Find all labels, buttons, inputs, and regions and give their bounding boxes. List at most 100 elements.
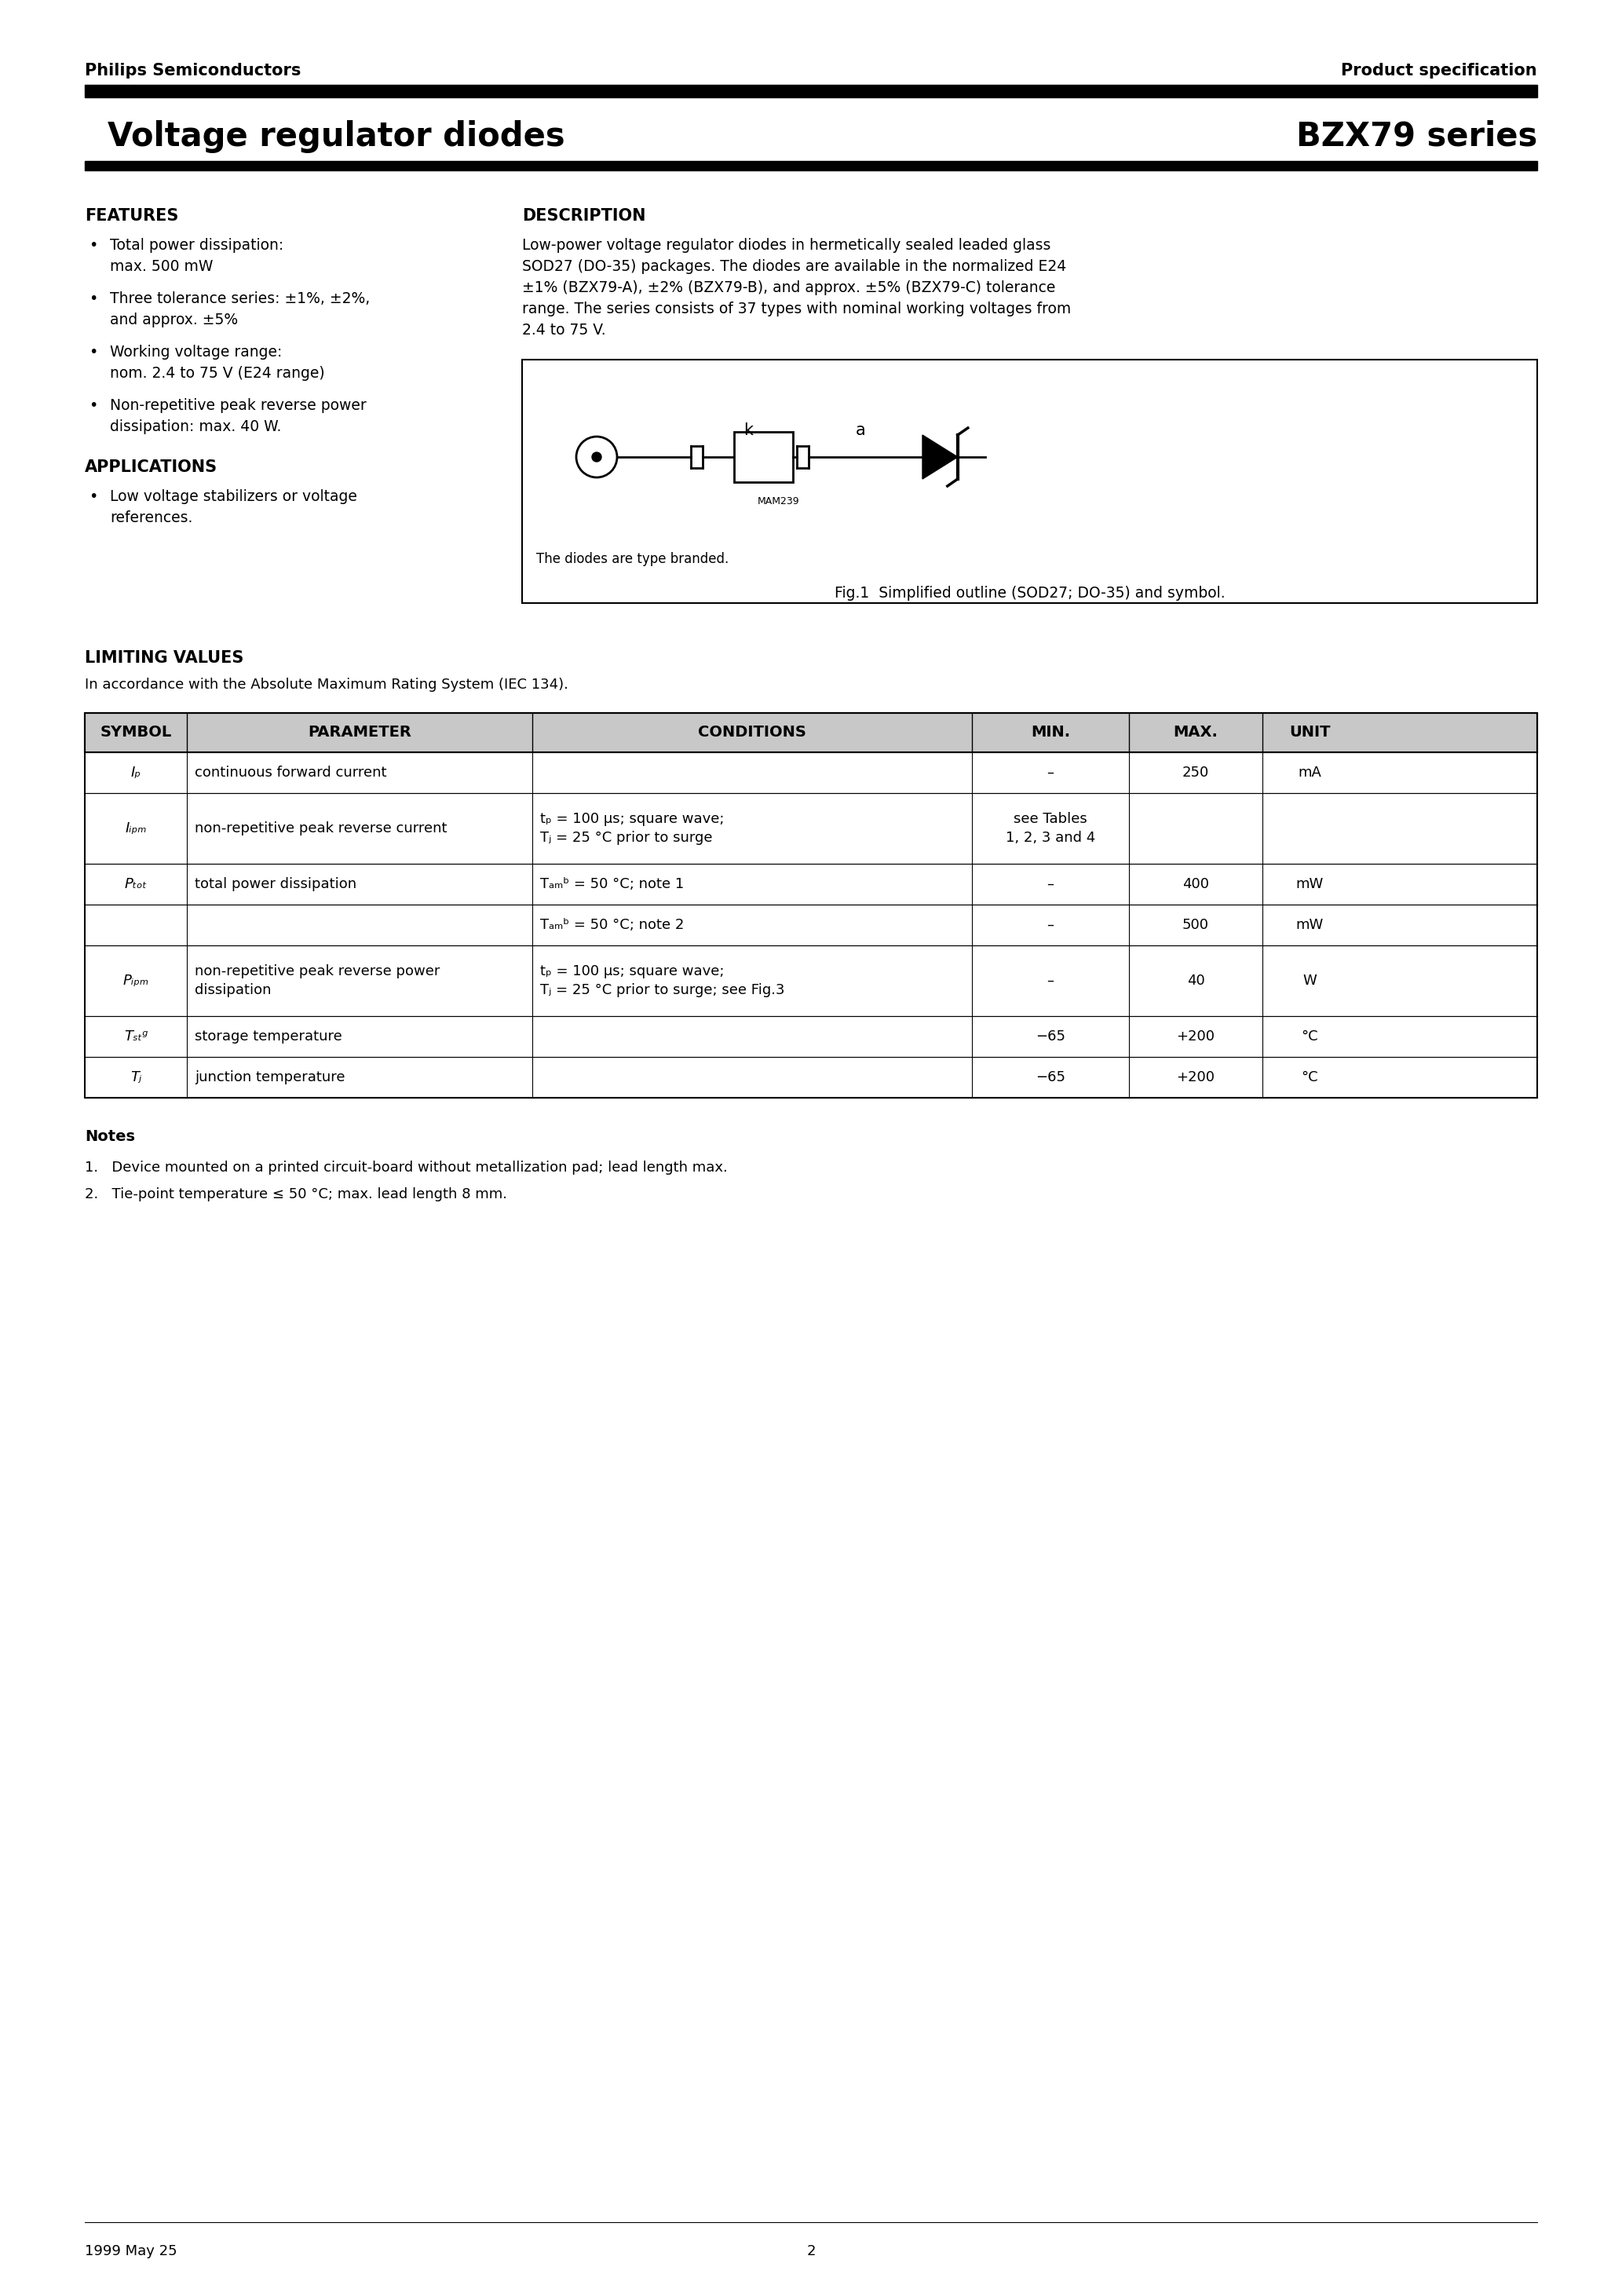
Text: Fig.1  Simplified outline (SOD27; DO-35) and symbol.: Fig.1 Simplified outline (SOD27; DO-35) …: [834, 585, 1225, 602]
Text: Low-power voltage regulator diodes in hermetically sealed leaded glass: Low-power voltage regulator diodes in he…: [522, 239, 1051, 253]
Text: mA: mA: [1298, 765, 1322, 781]
Text: •: •: [89, 344, 97, 360]
Text: Iᵢₚₘ: Iᵢₚₘ: [125, 822, 146, 836]
Bar: [84, 946, 1538, 1017]
Text: Three tolerance series: ±1%, ±2%,: Three tolerance series: ±1%, ±2%,: [110, 292, 370, 305]
Text: dissipation: max. 40 W.: dissipation: max. 40 W.: [110, 420, 281, 434]
Text: 2.   Tie-point temperature ≤ 50 °C; max. lead length 8 mm.: 2. Tie-point temperature ≤ 50 °C; max. l…: [84, 1187, 508, 1201]
Text: 1, 2, 3 and 4: 1, 2, 3 and 4: [1006, 831, 1095, 845]
Text: Tₐₘᵇ = 50 °C; note 2: Tₐₘᵇ = 50 °C; note 2: [540, 918, 684, 932]
Text: DESCRIPTION: DESCRIPTION: [522, 209, 646, 223]
Text: W: W: [1302, 974, 1317, 987]
Text: PARAMETER: PARAMETER: [308, 726, 412, 739]
Text: nom. 2.4 to 75 V (E24 range): nom. 2.4 to 75 V (E24 range): [110, 365, 324, 381]
Text: continuous forward current: continuous forward current: [195, 765, 386, 781]
Text: mW: mW: [1296, 877, 1324, 891]
Text: mW: mW: [1296, 918, 1324, 932]
Text: –: –: [1046, 765, 1054, 781]
Text: −65: −65: [1035, 1070, 1066, 1084]
Text: •: •: [89, 292, 97, 305]
Text: MIN.: MIN.: [1030, 726, 1071, 739]
Bar: [84, 753, 1538, 792]
Text: LIMITING VALUES: LIMITING VALUES: [84, 650, 243, 666]
Bar: [84, 85, 1538, 96]
Text: Voltage regulator diodes: Voltage regulator diodes: [84, 119, 564, 154]
Text: 1.   Device mounted on a printed circuit-board without metallization pad; lead l: 1. Device mounted on a printed circuit-b…: [84, 1159, 728, 1176]
Text: Iₚ: Iₚ: [131, 765, 141, 781]
Text: max. 500 mW: max. 500 mW: [110, 259, 212, 273]
Text: k: k: [743, 422, 753, 439]
Text: MAM239: MAM239: [757, 496, 800, 507]
Text: SYMBOL: SYMBOL: [101, 726, 172, 739]
Bar: [84, 714, 1538, 1097]
Text: Product specification: Product specification: [1341, 62, 1538, 78]
Text: 2.4 to 75 V.: 2.4 to 75 V.: [522, 324, 605, 338]
Text: dissipation: dissipation: [195, 983, 271, 996]
Text: references.: references.: [110, 510, 193, 526]
Bar: [84, 792, 1538, 863]
Bar: [84, 714, 1538, 753]
Text: °C: °C: [1301, 1070, 1319, 1084]
Text: Notes: Notes: [84, 1130, 135, 1143]
Text: storage temperature: storage temperature: [195, 1029, 342, 1045]
Text: 500: 500: [1182, 918, 1208, 932]
Bar: [735, 432, 793, 482]
Text: 250: 250: [1182, 765, 1208, 781]
Text: 40: 40: [1187, 974, 1205, 987]
Polygon shape: [923, 434, 957, 480]
Text: Tⱼ = 25 °C prior to surge: Tⱼ = 25 °C prior to surge: [540, 831, 712, 845]
Text: Tⱼ: Tⱼ: [130, 1070, 141, 1084]
Text: Tₐₘᵇ = 50 °C; note 1: Tₐₘᵇ = 50 °C; note 1: [540, 877, 684, 891]
Text: Total power dissipation:: Total power dissipation:: [110, 239, 284, 253]
Text: In accordance with the Absolute Maximum Rating System (IEC 134).: In accordance with the Absolute Maximum …: [84, 677, 568, 691]
Text: tₚ = 100 μs; square wave;: tₚ = 100 μs; square wave;: [540, 813, 725, 827]
Circle shape: [592, 452, 602, 461]
Text: tₚ = 100 μs; square wave;: tₚ = 100 μs; square wave;: [540, 964, 725, 978]
Bar: [84, 1017, 1538, 1056]
Text: +200: +200: [1176, 1029, 1215, 1045]
Text: APPLICATIONS: APPLICATIONS: [84, 459, 217, 475]
Text: see Tables: see Tables: [1014, 813, 1087, 827]
Text: •: •: [89, 397, 97, 413]
Text: °C: °C: [1301, 1029, 1319, 1045]
Text: CONDITIONS: CONDITIONS: [697, 726, 806, 739]
Bar: [522, 360, 1538, 604]
Text: junction temperature: junction temperature: [195, 1070, 345, 1084]
Text: and approx. ±5%: and approx. ±5%: [110, 312, 238, 328]
Text: –: –: [1046, 974, 1054, 987]
Text: Philips Semiconductors: Philips Semiconductors: [84, 62, 302, 78]
Text: •: •: [89, 239, 97, 253]
Text: Low voltage stabilizers or voltage: Low voltage stabilizers or voltage: [110, 489, 357, 505]
Text: MAX.: MAX.: [1173, 726, 1218, 739]
Text: UNIT: UNIT: [1289, 726, 1330, 739]
Bar: [84, 1056, 1538, 1097]
Bar: [84, 714, 1538, 753]
Text: The diodes are type branded.: The diodes are type branded.: [537, 551, 728, 567]
Text: –: –: [1046, 918, 1054, 932]
Text: +200: +200: [1176, 1070, 1215, 1084]
Text: SOD27 (DO-35) packages. The diodes are available in the normalized E24: SOD27 (DO-35) packages. The diodes are a…: [522, 259, 1066, 273]
Text: BZX79 series: BZX79 series: [1296, 119, 1538, 154]
Text: FEATURES: FEATURES: [84, 209, 178, 223]
Text: Pₜₒₜ: Pₜₒₜ: [125, 877, 148, 891]
Text: −65: −65: [1035, 1029, 1066, 1045]
Text: range. The series consists of 37 types with nominal working voltages from: range. The series consists of 37 types w…: [522, 301, 1071, 317]
Bar: [84, 863, 1538, 905]
Text: 1999 May 25: 1999 May 25: [84, 2243, 177, 2259]
Text: Tₛₜᵍ: Tₛₜᵍ: [123, 1029, 148, 1045]
Text: non-repetitive peak reverse current: non-repetitive peak reverse current: [195, 822, 448, 836]
Text: Pᵢₚₘ: Pᵢₚₘ: [123, 974, 149, 987]
Text: ±1% (BZX79-A), ±2% (BZX79-B), and approx. ±5% (BZX79-C) tolerance: ±1% (BZX79-A), ±2% (BZX79-B), and approx…: [522, 280, 1056, 296]
Text: Working voltage range:: Working voltage range:: [110, 344, 282, 360]
Text: 2: 2: [806, 2243, 816, 2259]
Text: total power dissipation: total power dissipation: [195, 877, 357, 891]
Text: a: a: [856, 422, 866, 439]
Bar: [84, 161, 1538, 170]
Text: Tⱼ = 25 °C prior to surge; see Fig.3: Tⱼ = 25 °C prior to surge; see Fig.3: [540, 983, 785, 996]
Text: –: –: [1046, 877, 1054, 891]
Text: Non-repetitive peak reverse power: Non-repetitive peak reverse power: [110, 397, 367, 413]
Bar: [84, 905, 1538, 946]
Text: non-repetitive peak reverse power: non-repetitive peak reverse power: [195, 964, 440, 978]
Text: •: •: [89, 489, 97, 505]
Text: 400: 400: [1182, 877, 1208, 891]
